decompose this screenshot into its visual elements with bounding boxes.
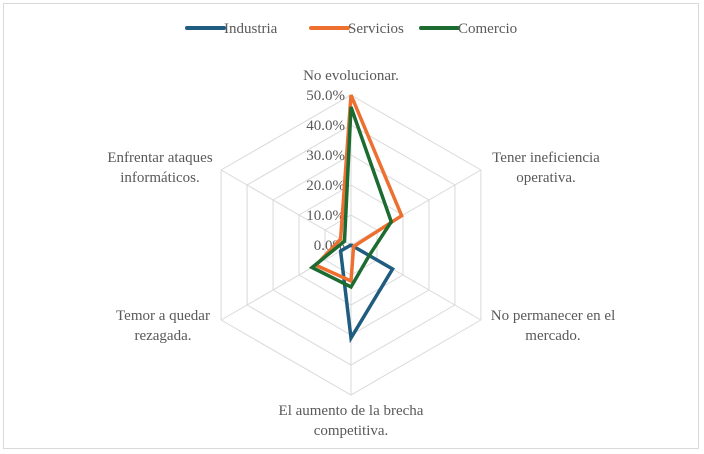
category-label: Enfrentar ataques informáticos. [107,150,213,186]
radial-axis-ticks: 0.0%10.0%20.0%30.0%40.0%50.0% [306,88,345,254]
category-label: El aumento de la brecha competitiva. [279,403,424,439]
category-label: Tener ineficiencia operativa. [492,150,600,186]
radial-tick-label: 40.0% [306,118,345,134]
category-labels: No evolucionar. Tener ineficiencia operati… [107,68,615,439]
category-label: No evolucionar. [303,68,399,84]
radial-tick-label: 10.0% [306,208,345,224]
legend-label: Industria [224,21,278,37]
category-label: Temor a quedar rezagada. [116,308,210,344]
legend-label: Comercio [458,21,517,37]
legend: Industria Servicios Comercio [185,21,517,37]
grid-spoke [220,244,352,321]
legend-item-servicios: Servicios [309,21,404,37]
data-series [308,94,404,344]
radial-tick-label: 30.0% [306,148,345,164]
category-label: No permanecer en el mercado. [491,308,616,344]
series-servicios [312,94,404,284]
legend-item-industria: Industria [185,21,278,37]
radial-tick-label: 20.0% [306,178,345,194]
series-comercio [308,106,394,290]
legend-item-comercio: Comercio [419,21,517,37]
grid-spoke [220,169,352,246]
legend-label: Servicios [348,21,404,37]
radial-tick-label: 50.0% [306,88,345,104]
series-industria [338,243,395,344]
